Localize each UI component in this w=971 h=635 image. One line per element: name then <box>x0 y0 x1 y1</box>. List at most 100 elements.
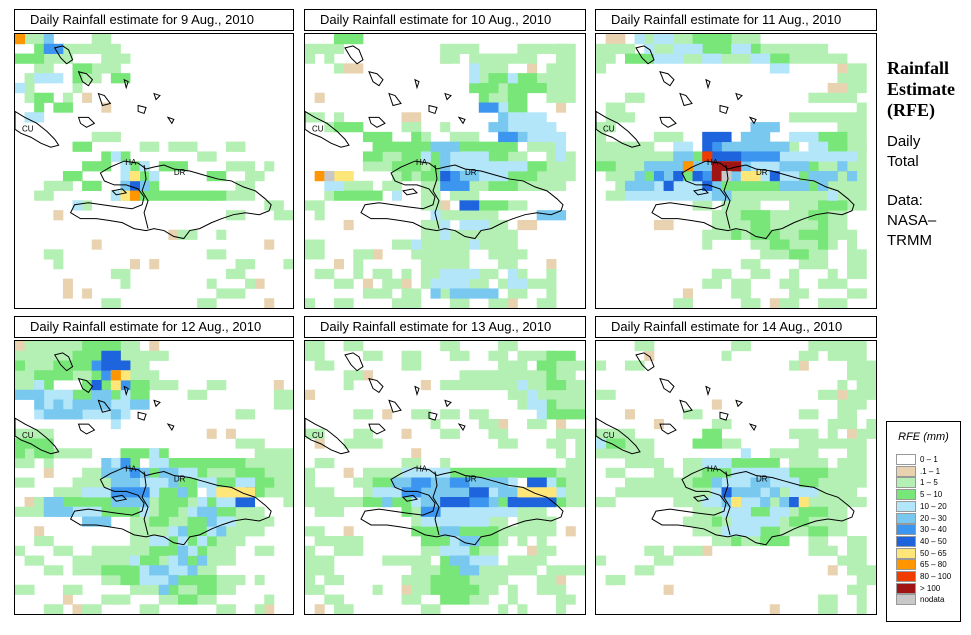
rainfall-cell <box>507 477 518 488</box>
rainfall-cell <box>750 239 761 250</box>
rainfall-cell <box>818 526 829 537</box>
rainfall-cell <box>488 239 499 250</box>
rainfall-cell <box>264 161 275 172</box>
rainfall-cell <box>769 229 780 240</box>
rainfall-cell <box>498 102 509 113</box>
rainfall-cell <box>702 545 713 556</box>
rainfall-cell <box>305 341 316 352</box>
rainfall-cell <box>702 34 713 45</box>
rainfall-cell <box>565 428 576 439</box>
rainfall-cell <box>187 190 198 201</box>
rainfall-cell <box>343 370 354 381</box>
rainfall-cell <box>517 604 528 614</box>
rainfall-cell <box>34 428 45 439</box>
rainfall-cell <box>130 380 141 391</box>
rainfall-cell <box>440 516 451 527</box>
rainfall-cell <box>43 350 54 361</box>
rainfall-cell <box>101 350 112 361</box>
hispaniola-outline <box>651 160 855 240</box>
rainfall-cell <box>34 448 45 459</box>
rainfall-cell <box>682 161 693 172</box>
rainfall-cell <box>91 43 102 54</box>
rainfall-cell <box>177 467 188 478</box>
coastline <box>596 45 855 240</box>
rainfall-cell <box>478 180 489 191</box>
rainfall-cell <box>837 419 848 430</box>
rainfall-cell <box>82 497 93 508</box>
rainfall-cell <box>72 565 83 576</box>
rainfall-cell <box>536 112 547 123</box>
dominican-republic-label: DR <box>756 168 768 177</box>
rainfall-cell <box>624 161 636 172</box>
rainfall-cell <box>527 565 538 576</box>
rainfall-cell <box>798 151 809 162</box>
rainfall-cell <box>62 584 73 595</box>
rainfall-cell <box>343 278 354 289</box>
rainfall-cell <box>808 526 819 537</box>
rainfall-cell <box>314 350 325 361</box>
rainfall-cell <box>644 141 655 152</box>
rainfall-cell <box>168 536 179 547</box>
rainfall-cell <box>847 477 858 488</box>
legend-swatch <box>896 477 916 489</box>
rainfall-cell <box>615 161 626 172</box>
legend-swatch <box>896 571 916 582</box>
rainfall-cell <box>624 438 636 449</box>
rainfall-cell <box>507 122 518 133</box>
rainfall-cell <box>53 497 64 508</box>
rainfall-cell <box>692 438 703 449</box>
rainfall-cell <box>353 477 364 488</box>
rainfall-cell <box>245 458 256 469</box>
rainfall-cell <box>264 200 275 211</box>
island-outline <box>53 352 74 372</box>
rainfall-cell <box>818 53 829 64</box>
rainfall-cell <box>818 278 829 289</box>
rainfall-cell <box>498 122 509 133</box>
rainfall-map: CU HA DR <box>304 33 586 309</box>
rainfall-cell <box>779 171 790 182</box>
rainfall-cell <box>24 448 35 459</box>
rainfall-cell <box>168 555 179 566</box>
rainfall-cell <box>596 141 607 152</box>
legend-label: 5 – 10 <box>920 490 943 500</box>
legend-swatch <box>896 500 916 512</box>
panel-title: Daily Rainfall estimate for 10 Aug., 201… <box>304 9 586 31</box>
rainfall-cell <box>391 497 402 508</box>
rainfall-cell <box>440 200 451 211</box>
rainfall-cell <box>575 448 585 459</box>
rainfall-cell <box>507 565 518 576</box>
rainfall-cell <box>740 210 751 221</box>
rainfall-map: CU HA DR <box>595 340 877 615</box>
rainfall-cell <box>527 141 538 152</box>
rainfall-cell <box>53 249 64 260</box>
island-outline <box>166 116 175 125</box>
rainfall-cell <box>110 370 121 381</box>
rainfall-cell <box>856 341 867 352</box>
rainfall-cell <box>353 536 364 547</box>
rainfall-cell <box>401 360 412 371</box>
rainfall-cell <box>62 506 73 517</box>
rainfall-cell <box>702 43 713 54</box>
rainfall-cell <box>187 487 198 498</box>
cuba-outline <box>596 110 641 148</box>
rainfall-cell <box>53 259 64 270</box>
rainfall-cell <box>789 53 800 64</box>
data-source-line: Data: <box>887 192 923 209</box>
gonave-outline <box>692 188 710 196</box>
rainfall-cell <box>827 526 838 537</box>
rainfall-cell <box>440 497 451 508</box>
rainfall-cell <box>721 477 732 488</box>
rainfall-cell <box>596 389 607 400</box>
rainfall-cell <box>644 487 655 498</box>
rainfall-cell <box>362 467 373 478</box>
rainfall-cell <box>120 268 131 280</box>
island-outline <box>414 78 420 90</box>
rainfall-cell <box>536 584 547 595</box>
rainfall-cell <box>711 219 722 231</box>
rainfall-cell <box>546 399 557 410</box>
rainfall-cell <box>789 278 800 289</box>
rainfall-cell <box>459 180 470 191</box>
rainfall-cell <box>702 497 713 508</box>
rainfall-cell <box>168 477 179 488</box>
